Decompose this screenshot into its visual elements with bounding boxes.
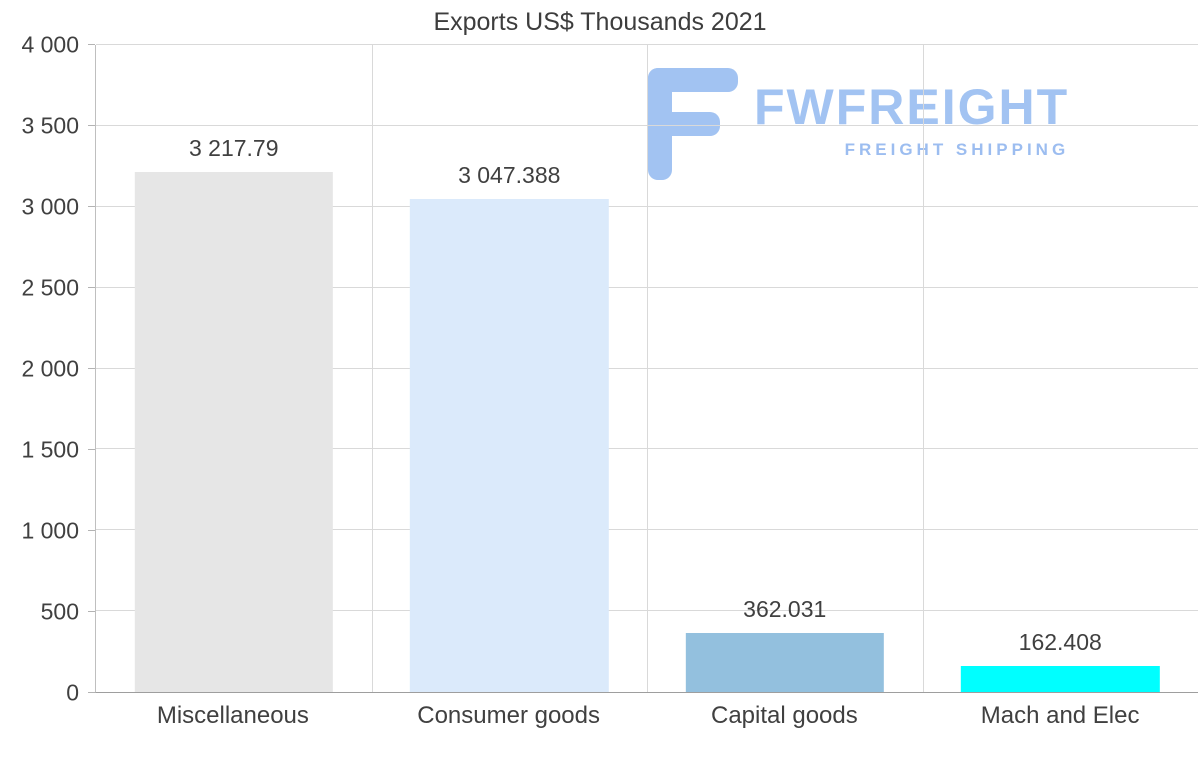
y-tick-label: 3 000 xyxy=(21,193,79,220)
gridline-vertical xyxy=(922,45,924,692)
y-tick-label: 500 xyxy=(40,598,79,625)
y-tick-label: 2 500 xyxy=(21,274,79,301)
x-tick-label: Capital goods xyxy=(710,702,858,729)
logo-f-icon xyxy=(648,68,740,180)
y-axis: 0 500 1 000 1 500 2 000 2 500 3 000 3 500 4 000 xyxy=(0,32,95,706)
chart-title: Exports US$ Thousands 2021 xyxy=(433,8,767,36)
gridline-vertical xyxy=(371,45,373,692)
y-tick-mark xyxy=(88,368,95,369)
x-tick-label: Consumer goods xyxy=(417,702,600,729)
logo-text: FWFREIGHT FREIGHT SHIPPING xyxy=(754,68,1069,160)
y-tick-label: 3 500 xyxy=(21,112,79,139)
gridline-vertical xyxy=(647,45,648,692)
bar xyxy=(410,199,609,692)
bar-value-label: 162.408 xyxy=(1018,628,1102,655)
bar-slot: 362.031 xyxy=(647,45,923,692)
bar-value-label: 3 047.388 xyxy=(458,162,561,189)
plot-area: 3 217.79 3 047.388 362.031 162.408 xyxy=(95,44,1199,693)
bar-slot: 162.408 xyxy=(923,45,1199,692)
bar-slot: 3 047.388 xyxy=(372,45,648,692)
y-tick-label: 0 xyxy=(66,679,79,706)
brand-tagline: FREIGHT SHIPPING xyxy=(844,140,1070,159)
y-tick-label: 1 000 xyxy=(21,517,79,544)
brand-logo: FWFREIGHT FREIGHT SHIPPING xyxy=(648,68,1069,180)
y-tick-mark xyxy=(88,125,95,126)
bar-value-label: 3 217.79 xyxy=(188,134,279,161)
brand-name: FWFREIGHT xyxy=(754,79,1070,135)
gridline-horizontal xyxy=(96,44,1198,45)
x-tick-label: Mach and Elec xyxy=(980,702,1140,729)
x-tick-label: Miscellaneous xyxy=(156,702,309,729)
y-tick-label: 1 500 xyxy=(21,436,79,463)
bar xyxy=(961,665,1160,692)
y-tick-mark xyxy=(88,692,95,693)
y-tick-mark xyxy=(88,44,95,45)
x-axis: Miscellaneous Consumer goods Capital goods… xyxy=(95,702,1198,738)
bar-value-label: 362.031 xyxy=(743,596,827,623)
y-tick-mark xyxy=(88,206,95,207)
y-tick-label: 2 000 xyxy=(21,355,79,382)
y-tick-label: 4 000 xyxy=(21,31,79,58)
bar xyxy=(134,171,333,692)
y-tick-mark xyxy=(88,449,95,450)
y-tick-mark xyxy=(88,287,95,288)
y-tick-mark xyxy=(88,530,95,531)
y-tick-mark xyxy=(88,611,95,612)
bar xyxy=(685,633,884,692)
bar-slot: 3 217.79 xyxy=(96,45,372,692)
